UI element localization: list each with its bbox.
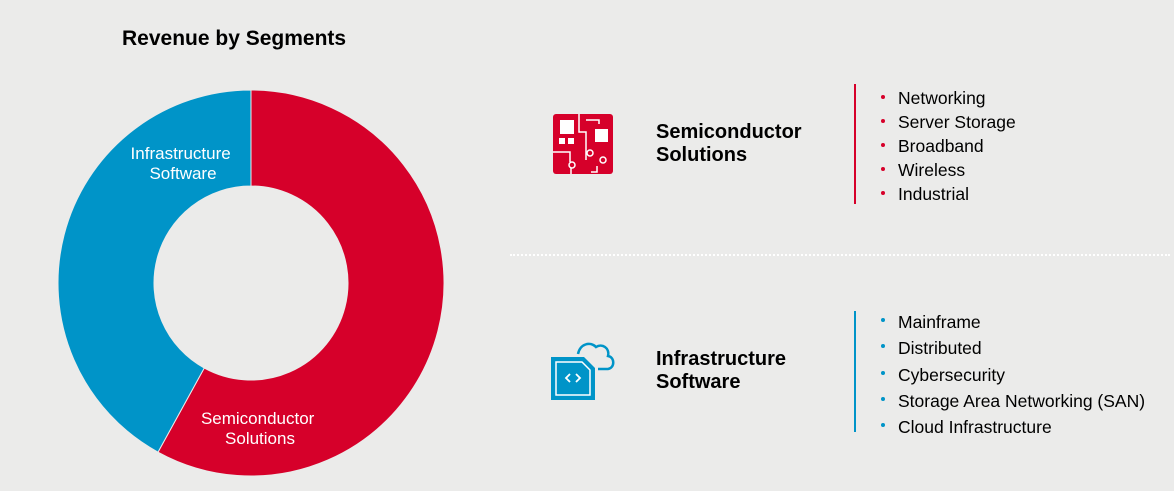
slice-label-infra: Infrastructure Software <box>131 144 236 183</box>
slice-label-semi: Semiconductor Solutions <box>201 409 319 448</box>
segment-title-infra: Infrastructure Software <box>656 348 787 393</box>
list-item: Cybersecurity <box>878 362 1145 388</box>
circuit-board-icon <box>553 114 613 174</box>
donut-slice-infrastructure-software <box>57 89 252 453</box>
chart-title: Revenue by Segments <box>122 27 347 50</box>
list-semi: Networking Server Storage Broadband Wire… <box>878 86 1016 206</box>
list-item: Wireless <box>878 158 1016 182</box>
list-item: Cloud Infrastructure <box>878 414 1145 440</box>
donut-slice-semiconductor-solutions <box>157 89 445 477</box>
list-item: Mainframe <box>878 309 1145 335</box>
list-item: Storage Area Networking (SAN) <box>878 388 1145 414</box>
divider-semi <box>854 84 856 204</box>
segment-title-semi: Semiconductor Solutions <box>656 121 802 166</box>
donut-chart: Infrastructure Software Semiconductor So… <box>57 89 445 477</box>
list-item: Broadband <box>878 134 1016 158</box>
dotted-divider <box>510 254 1170 256</box>
list-item: Distributed <box>878 335 1145 361</box>
divider-infra <box>854 311 856 432</box>
cloud-code-icon <box>551 342 615 400</box>
list-item: Server Storage <box>878 110 1016 134</box>
list-item: Industrial <box>878 182 1016 206</box>
list-item: Networking <box>878 86 1016 110</box>
list-infra: Mainframe Distributed Cybersecurity Stor… <box>878 309 1145 440</box>
